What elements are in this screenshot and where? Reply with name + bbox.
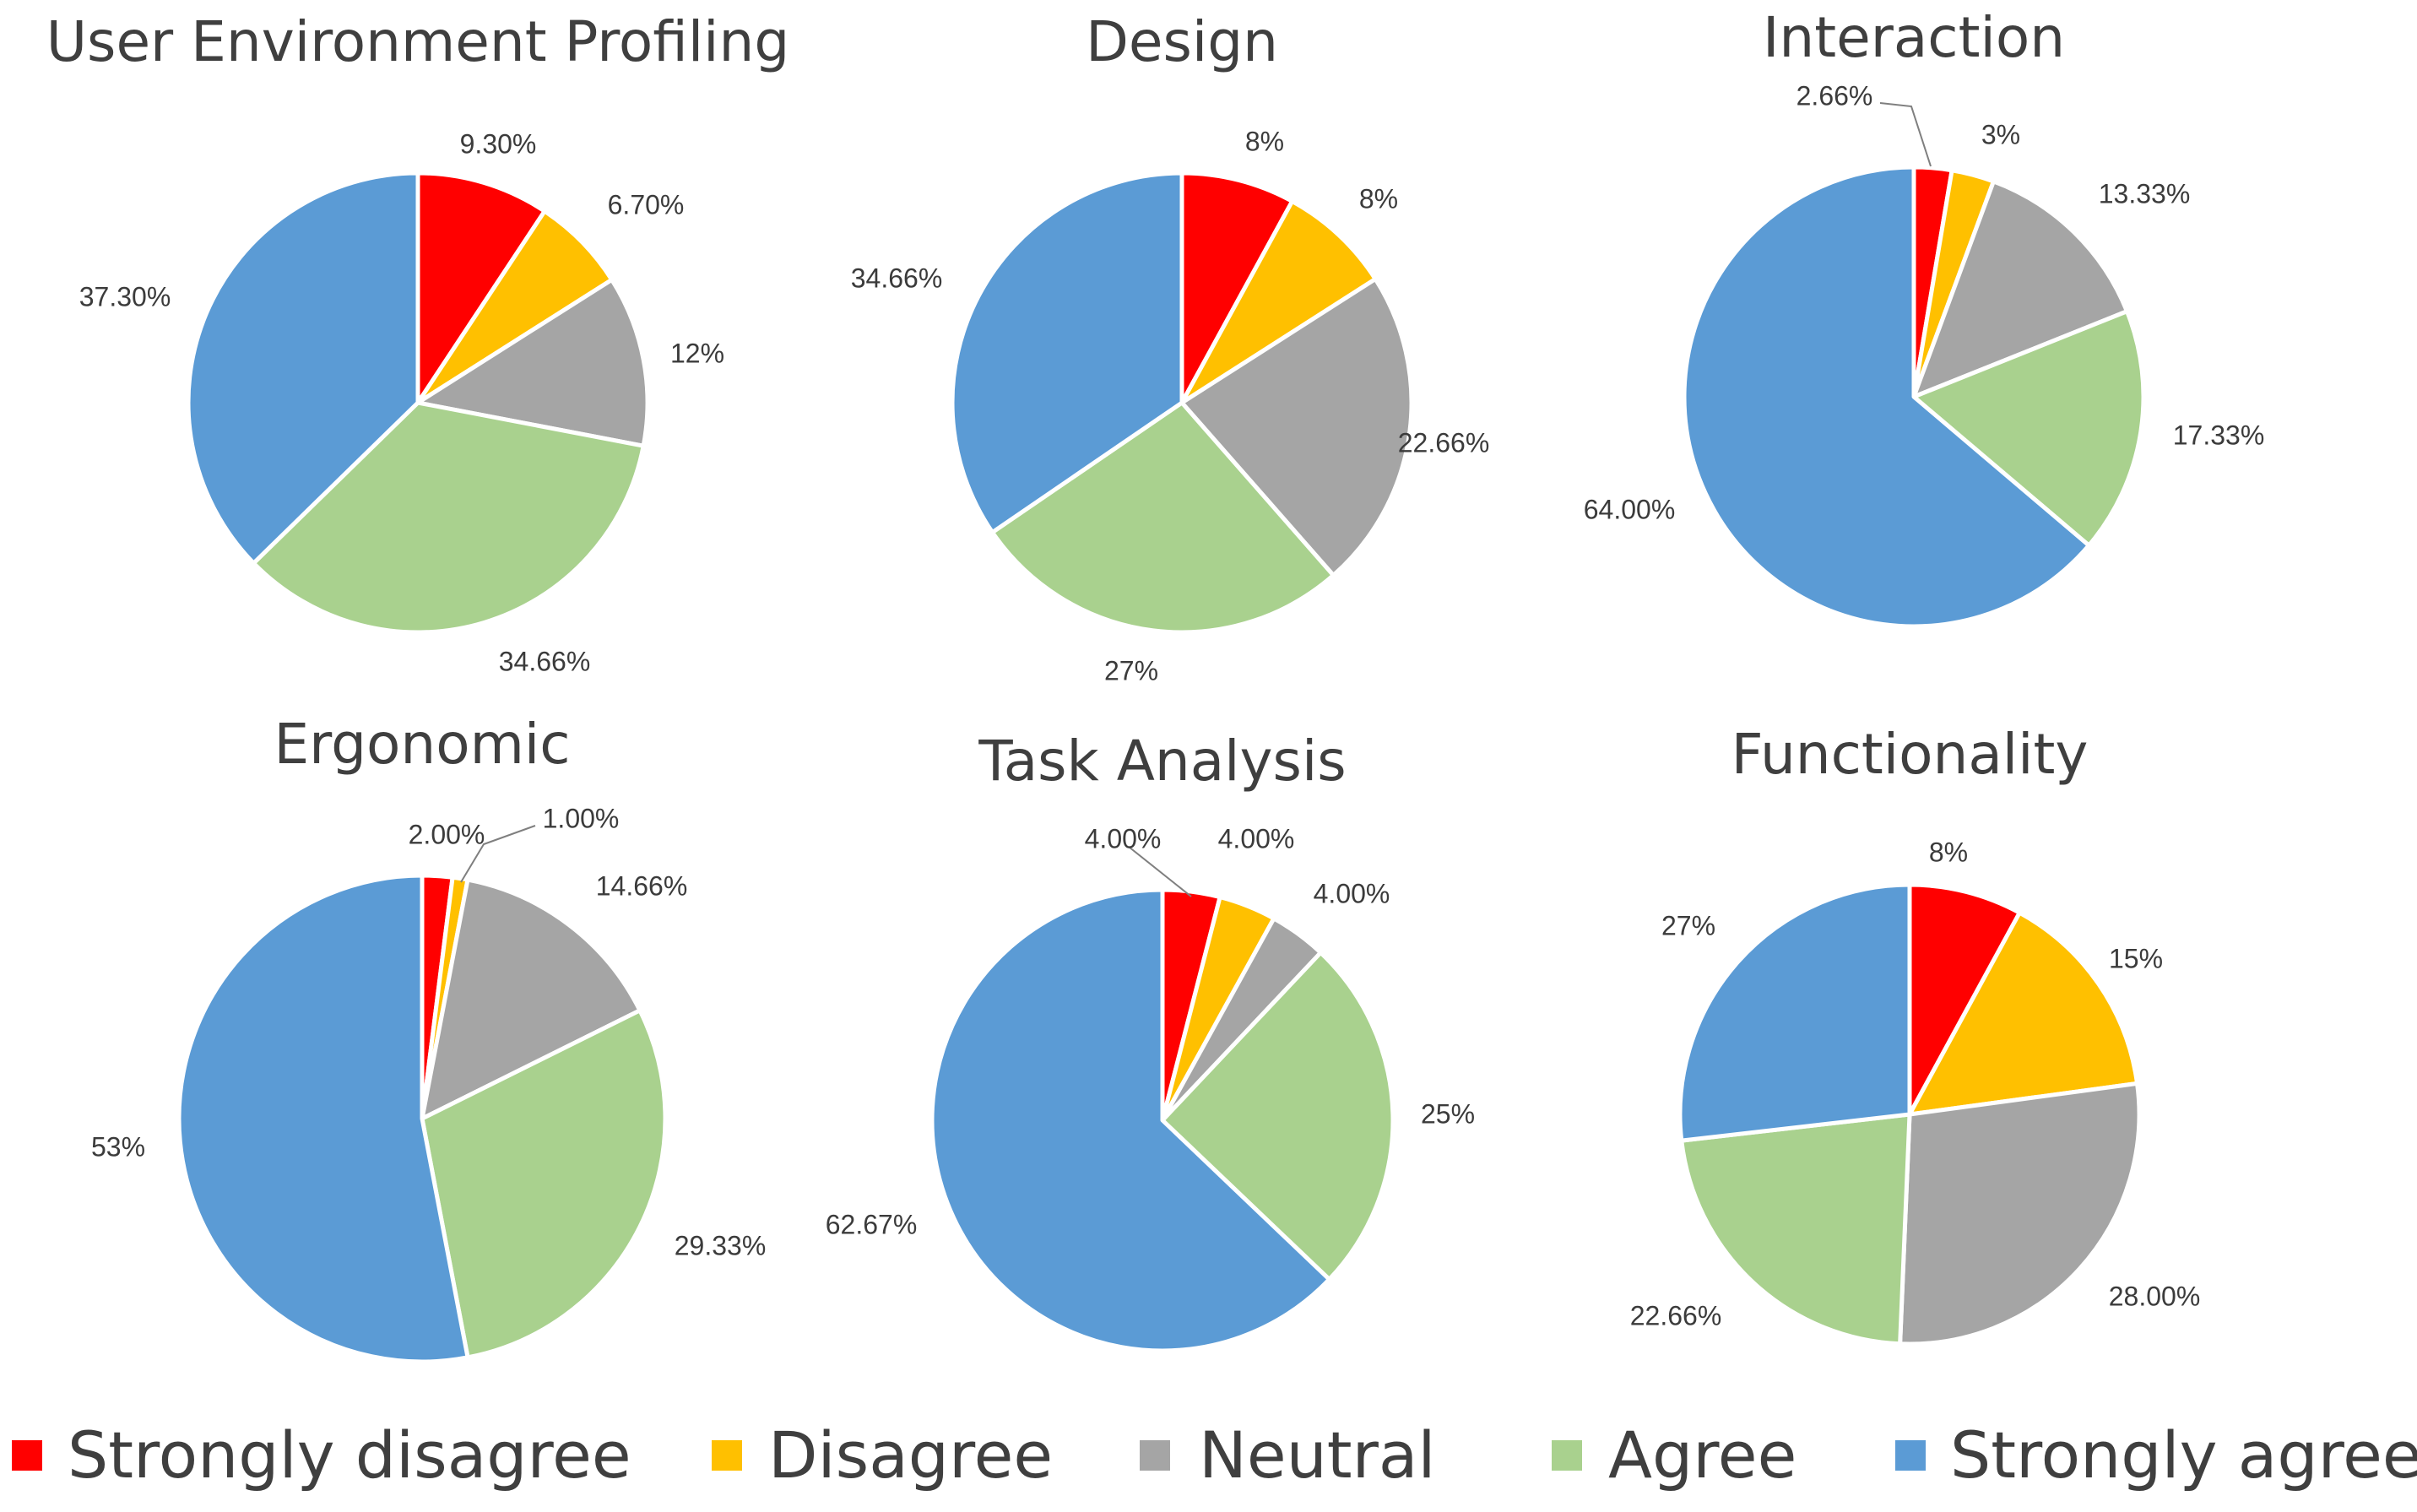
pie-slice-agree <box>251 400 646 635</box>
pie-chart-4: Ergonomic 2.00% 1.00% 14.66% 29.33% 53% <box>91 712 767 1364</box>
legend: Strongly disagree Disagree Neutral Agree Str… <box>12 1417 2417 1493</box>
leader-line <box>460 825 536 883</box>
legend-swatch-neutral <box>1140 1440 1170 1471</box>
data-label-neutral: 12% <box>670 338 724 368</box>
data-label-disagree: 8% <box>1359 183 1398 214</box>
pie-slice-agree <box>990 400 1336 635</box>
data-label-agree: 27% <box>1104 655 1158 686</box>
chart-title: Ergonomic <box>274 712 570 777</box>
data-label-strongly-disagree: 9.30% <box>460 128 537 159</box>
pie-slice-neutral <box>1179 277 1414 577</box>
pie-chart-5: Task Analysis 4.00% 4.00% 4.00% 25% 62.67% <box>826 729 1475 1353</box>
pie-chart-1: User Environment Profiling 9.30% 6.70% 12% 3… <box>46 9 790 676</box>
data-label-disagree: 4.00% <box>1218 823 1295 854</box>
pie-slice-agree <box>1911 309 2146 548</box>
data-label-neutral: 4.00% <box>1314 878 1390 908</box>
data-label-strongly-disagree: 2.66% <box>1796 80 1873 111</box>
data-label-strongly-disagree: 8% <box>1929 837 1968 867</box>
pie-slice-strongly-disagree <box>415 171 547 405</box>
pie-slice-disagree <box>1907 910 2140 1117</box>
pie-slice-strongly-agree <box>186 171 420 566</box>
data-label-strongly-agree: 34.66% <box>851 263 943 293</box>
pie-slice-neutral <box>420 877 642 1121</box>
pie-slice-neutral <box>415 277 650 448</box>
legend-label-strongly-disagree: Strongly disagree <box>68 1417 631 1493</box>
data-label-strongly-disagree: 2.00% <box>409 819 485 849</box>
legend-label-agree: Agree <box>1608 1417 1796 1493</box>
legend-swatch-agree <box>1552 1440 1582 1471</box>
data-label-neutral: 28.00% <box>2109 1281 2201 1311</box>
pie-slice-strongly-disagree <box>1907 882 2022 1117</box>
data-label-strongly-agree: 53% <box>91 1131 145 1162</box>
data-label-strongly-disagree: 8% <box>1245 126 1284 156</box>
legend-label-neutral: Neutral <box>1199 1417 1436 1493</box>
legend-label-disagree: Disagree <box>768 1417 1053 1493</box>
data-label-agree: 22.66% <box>1630 1300 1722 1330</box>
pie-slice-neutral <box>1898 1081 2142 1347</box>
pie-chart-2: Design 8% 8% 22.66% 27% 34.66% <box>851 9 1490 686</box>
leader-line <box>1128 846 1192 897</box>
pie-slice-strongly-agree <box>176 873 470 1364</box>
chart-title: Task Analysis <box>978 729 1346 794</box>
legend-swatch-strongly-agree <box>1895 1440 1926 1471</box>
data-label-strongly-agree: 64.00% <box>1584 494 1676 524</box>
pie-chart-3: Interaction 2.66% 3% 13.33% 17.33% 64.00% <box>1584 5 2265 629</box>
data-label-strongly-agree: 27% <box>1661 910 1715 940</box>
pie-slice-strongly-disagree <box>1179 171 1295 405</box>
legend-swatch-disagree <box>712 1440 742 1471</box>
data-label-disagree: 3% <box>1981 119 2020 149</box>
data-label-agree: 17.33% <box>2173 420 2265 450</box>
data-label-strongly-agree: 37.30% <box>79 281 171 312</box>
data-label-disagree: 1.00% <box>543 803 620 833</box>
legend-label-strongly-agree: Strongly agree <box>1950 1417 2417 1493</box>
data-label-strongly-disagree: 4.00% <box>1085 823 1162 854</box>
data-label-agree: 34.66% <box>499 646 591 676</box>
data-label-agree: 29.33% <box>675 1230 767 1260</box>
pie-chart-6: Functionality 8% 15% 28.00% 22.66% 27% <box>1630 722 2201 1347</box>
chart-title: User Environment Profiling <box>46 9 790 74</box>
pie-slice-strongly-agree <box>950 171 1184 535</box>
legend-swatch-strongly-disagree <box>12 1440 42 1471</box>
pie-charts: User Environment Profiling 9.30% 6.70% 12% 3… <box>46 5 2265 1364</box>
chart-title: Functionality <box>1731 722 2089 787</box>
chart-title: Design <box>1086 9 1278 74</box>
pie-slice-disagree <box>1179 198 1378 405</box>
pie-slice-neutral <box>1911 179 2129 399</box>
data-label-neutral: 14.66% <box>596 870 688 901</box>
pie-slice-agree <box>1679 1112 1912 1347</box>
data-label-agree: 25% <box>1421 1098 1475 1129</box>
pie-slice-strongly-agree <box>1677 882 1912 1143</box>
pie-slice-agree <box>1160 950 1395 1282</box>
chart-title: Interaction <box>1763 5 2065 70</box>
data-label-neutral: 22.66% <box>1398 427 1490 458</box>
pie-slice-strongly-agree <box>929 887 1332 1353</box>
data-label-disagree: 6.70% <box>608 189 685 219</box>
pie-slice-strongly-agree <box>1682 165 2091 629</box>
pie-slice-agree <box>420 1008 668 1360</box>
data-label-strongly-agree: 62.67% <box>826 1209 918 1239</box>
leader-line <box>1879 102 1932 167</box>
data-label-neutral: 13.33% <box>2099 178 2191 209</box>
data-label-disagree: 15% <box>2109 943 2163 973</box>
